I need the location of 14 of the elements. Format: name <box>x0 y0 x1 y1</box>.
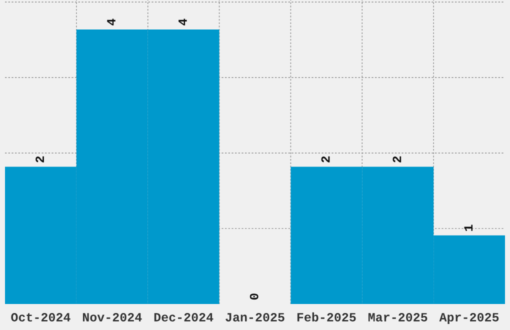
data-label: 0 <box>250 294 258 300</box>
x-tick-label: Mar-2025 <box>368 313 428 322</box>
data-label: 4 <box>107 18 116 26</box>
data-label: 2 <box>321 156 330 162</box>
x-tick-label: Jan-2025 <box>226 313 284 322</box>
data-label: 2 <box>392 156 402 162</box>
x-tick-label: Feb-2025 <box>297 312 356 322</box>
data-label: 2 <box>36 156 44 162</box>
data-label: 4 <box>178 18 187 26</box>
x-tick-label: Oct-2024 <box>11 313 70 322</box>
x-tick-label: Nov-2024 <box>82 313 142 322</box>
data-label: 1 <box>464 224 473 231</box>
x-tick-label: Dec-2024 <box>154 313 214 322</box>
x-tick-label: Apr-2025 <box>439 313 499 324</box>
